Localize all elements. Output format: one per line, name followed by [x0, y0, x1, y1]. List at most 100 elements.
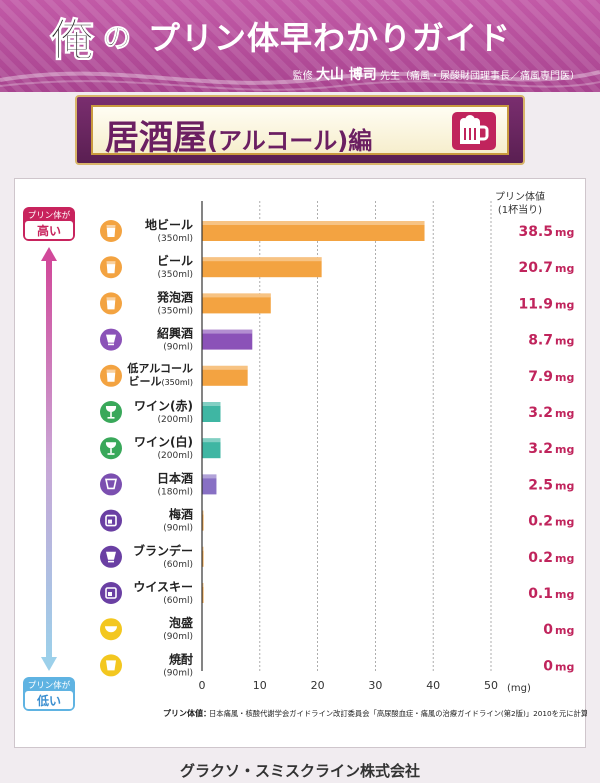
category-amount: (200ml) [158, 415, 193, 425]
section-title: 居酒屋(アルコール)編 [105, 110, 372, 159]
category-name: ビール [157, 253, 193, 268]
x-tick-label: 40 [426, 679, 440, 692]
bar-highlight [202, 221, 425, 225]
category-name: 発泡酒 [156, 289, 193, 304]
bar [202, 293, 271, 314]
bar [202, 329, 253, 350]
category-name: 梅酒 [169, 507, 193, 522]
value-unit: mg [555, 516, 574, 529]
brand-logo-no: の [102, 21, 132, 55]
x-tick-label: 30 [368, 679, 382, 692]
value-unit: mg [555, 588, 574, 601]
category-name: ウイスキー [133, 580, 193, 594]
bar [202, 546, 204, 567]
section-title-suffix: 編 [348, 127, 373, 155]
value-unit: mg [555, 226, 574, 239]
value-label: 3.2 [528, 441, 553, 457]
section-title-main: 居酒屋 [105, 118, 207, 158]
bar-highlight [202, 257, 322, 262]
category-name: 紹興酒 [157, 326, 193, 341]
section-banner-inner: 居酒屋(アルコール)編 [91, 105, 509, 158]
category-name: ブランデー [133, 543, 193, 558]
supervisor-name: 大山 博司 [315, 67, 377, 83]
value-unit: mg [555, 552, 574, 565]
beer-glass-icon [100, 292, 122, 315]
category-amount: (90ml) [163, 668, 193, 678]
category-amount: (350ml) [158, 306, 193, 316]
category-amount: (60ml) [163, 596, 193, 606]
footer-company: グラクソ・スミスクライン株式会社 [179, 762, 420, 780]
x-axis-unit: (mg) [507, 683, 531, 694]
beer-glass-icon [100, 364, 122, 387]
category-amount: (180ml) [158, 487, 193, 497]
value-unit: mg [555, 407, 574, 420]
bar [202, 474, 217, 495]
value-label: 0 [543, 622, 553, 638]
category-name: 泡盛 [169, 615, 193, 630]
bar-highlight [202, 365, 248, 370]
category-amount: (200ml) [158, 451, 193, 461]
supervisor-credit: 監修 大山 博司 先生（痛風・尿酸財団理事長／痛風専門医） [293, 64, 580, 84]
source-note: 日本痛風・核酸代謝学会ガイドライン改訂委員会「高尿酸血症・痛風の治療ガイドライン… [209, 709, 587, 718]
scale-arrow [41, 247, 57, 671]
brand-logo: 俺 [50, 15, 95, 67]
bar [202, 365, 248, 386]
category-name: 日本酒 [157, 470, 193, 485]
wine-glass-icon [100, 401, 122, 423]
wine-glass-icon [100, 437, 122, 460]
category-amount: (350ml) [158, 234, 193, 244]
note-label: プリン体値： [163, 708, 211, 718]
value-unit: mg [555, 479, 574, 492]
value-unit: mg [555, 624, 574, 637]
value-label: 0.2 [528, 550, 553, 566]
header: 俺 の プリン体早わかりガイド 監修 大山 博司 先生（痛風・尿酸財団理事長／痛… [0, 0, 600, 92]
bar-highlight [202, 510, 204, 515]
category-name-line2: ビール(350ml) [128, 374, 193, 388]
scale-low-label: プリン体が [28, 680, 71, 691]
beer-glass-icon [100, 256, 122, 279]
beer-mug-icon [452, 112, 496, 150]
category-name: ワイン(赤) [134, 398, 193, 413]
cup-icon [100, 654, 122, 677]
rock-glass-icon [100, 509, 122, 532]
bar [202, 402, 221, 422]
value-label: 0 [543, 658, 553, 674]
value-column-header: プリン体値 [495, 190, 545, 203]
header-decoration [0, 70, 600, 91]
value-unit: mg [555, 443, 574, 456]
chart-panel: プリン体が 高い プリン体が 低い プリン体値 (1杯当り) 地ビール (350m… [14, 178, 588, 748]
category-amount: (350ml) [161, 378, 193, 387]
scale-high-badge: プリン体が 高い [23, 207, 75, 241]
x-tick-label: 20 [311, 679, 325, 692]
category-amount: (60ml) [163, 560, 193, 570]
value-label: 0.1 [528, 586, 553, 602]
value-unit: mg [555, 335, 574, 348]
section-banner: 居酒屋(アルコール)編 [75, 95, 525, 165]
value-column-subheader: (1杯当り) [498, 203, 542, 216]
value-label: 11.9 [518, 296, 553, 312]
sake-box-icon [100, 473, 122, 496]
scale-high-value: 高い [37, 223, 61, 238]
bar-highlight [202, 546, 204, 551]
value-label: 38.5 [518, 224, 553, 240]
supervisor-prefix: 監修 [292, 71, 313, 82]
bar-highlight [202, 583, 204, 587]
category-amount: (90ml) [163, 632, 193, 642]
bowl-icon [100, 618, 122, 641]
bar-highlight [202, 438, 221, 443]
value-label: 20.7 [518, 260, 553, 276]
scale-low-badge: プリン体が 低い [23, 677, 75, 711]
value-unit: mg [555, 660, 574, 673]
bar [202, 221, 425, 241]
value-unit: mg [555, 262, 574, 275]
category-name: 地ビール [145, 217, 193, 232]
value-label: 3.2 [528, 405, 553, 421]
page-title: プリン体早わかりガイド [148, 19, 512, 57]
bar [202, 257, 322, 278]
beer-mug-icon [100, 220, 122, 242]
supervisor-suffix: 先生（痛風・尿酸財団理事長／痛風専門医） [380, 71, 580, 82]
bar-highlight [202, 293, 271, 298]
bar [202, 510, 204, 531]
scale-low-value: 低い [36, 693, 61, 708]
category-amount: (90ml) [163, 343, 193, 353]
